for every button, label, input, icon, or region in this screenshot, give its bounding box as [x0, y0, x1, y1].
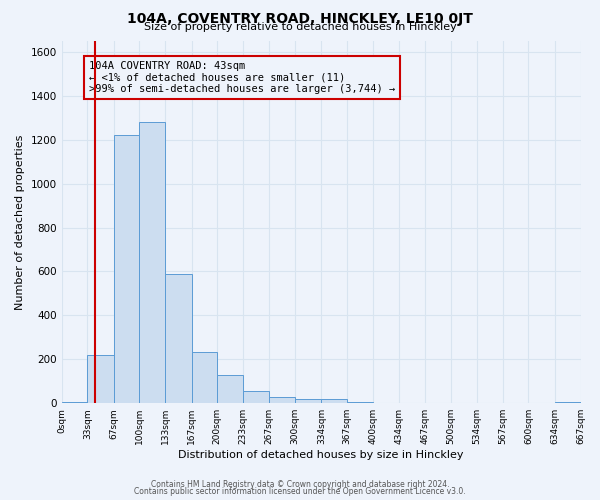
Bar [191, 352, 217, 403]
Bar [217, 374, 243, 403]
Bar [555, 402, 581, 403]
Y-axis label: Number of detached properties: Number of detached properties [15, 134, 25, 310]
Bar [322, 399, 347, 403]
Bar [114, 136, 139, 403]
Bar [295, 399, 322, 403]
X-axis label: Distribution of detached houses by size in Hinckley: Distribution of detached houses by size … [178, 450, 464, 460]
Bar [243, 391, 269, 403]
Bar [139, 122, 165, 403]
Text: Size of property relative to detached houses in Hinckley: Size of property relative to detached ho… [143, 22, 457, 32]
Bar [62, 402, 88, 403]
Bar [165, 274, 191, 403]
Text: Contains HM Land Registry data © Crown copyright and database right 2024.: Contains HM Land Registry data © Crown c… [151, 480, 449, 489]
Bar [347, 402, 373, 403]
Text: Contains public sector information licensed under the Open Government Licence v3: Contains public sector information licen… [134, 487, 466, 496]
Bar [88, 355, 114, 403]
Text: 104A COVENTRY ROAD: 43sqm
← <1% of detached houses are smaller (11)
>99% of semi: 104A COVENTRY ROAD: 43sqm ← <1% of detac… [89, 61, 395, 94]
Bar [269, 396, 295, 403]
Text: 104A, COVENTRY ROAD, HINCKLEY, LE10 0JT: 104A, COVENTRY ROAD, HINCKLEY, LE10 0JT [127, 12, 473, 26]
